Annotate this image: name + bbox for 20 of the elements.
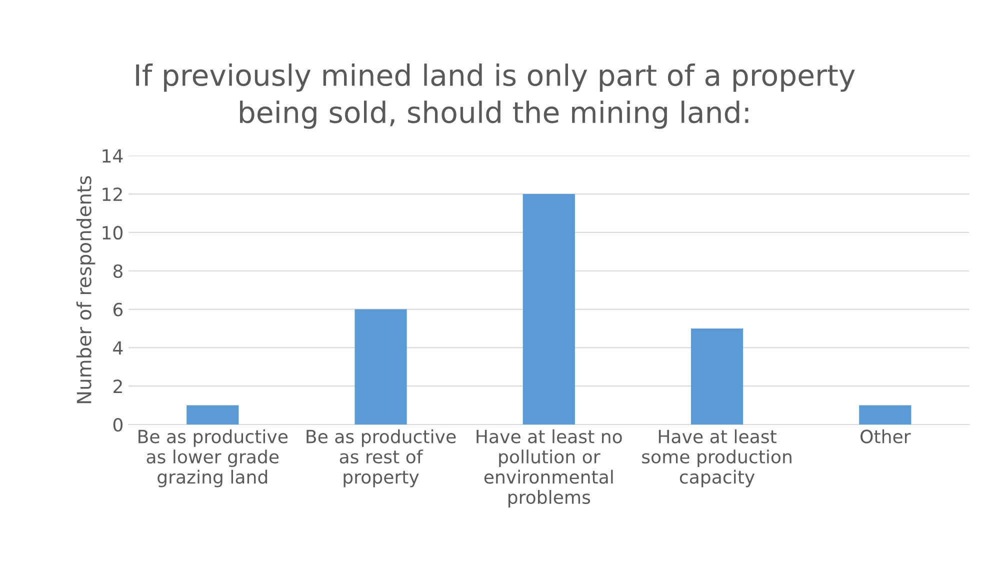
bar	[859, 405, 912, 424]
bar	[690, 328, 744, 424]
y-tick-label: 0	[113, 418, 123, 432]
y-tick-label: 8	[113, 264, 122, 278]
y-tick-label: 2	[114, 380, 122, 393]
y-axis-title: Number of respondents	[76, 176, 96, 404]
y-tick-label: 12	[102, 188, 122, 201]
x-tick-label: Have at least some production capacity	[642, 429, 792, 488]
x-tick-label: Other	[860, 429, 911, 444]
y-tick-label: 6	[113, 302, 123, 316]
y-tick-label: 4	[113, 341, 123, 355]
bar	[186, 405, 239, 424]
y-tick-label: 14	[102, 149, 123, 163]
x-tick-label: Be as productive as lower grade grazing land	[138, 429, 288, 488]
y-tick-label: 10	[102, 226, 123, 240]
x-tick-label: Have at least no pollution or environmental problems	[476, 429, 622, 508]
chart-title: If previously mined land is only part of a property being sold, should the mining land:	[136, 64, 855, 129]
bar	[354, 309, 407, 424]
bar	[522, 194, 575, 424]
x-tick-label: Be as productive as rest of property	[306, 429, 456, 488]
